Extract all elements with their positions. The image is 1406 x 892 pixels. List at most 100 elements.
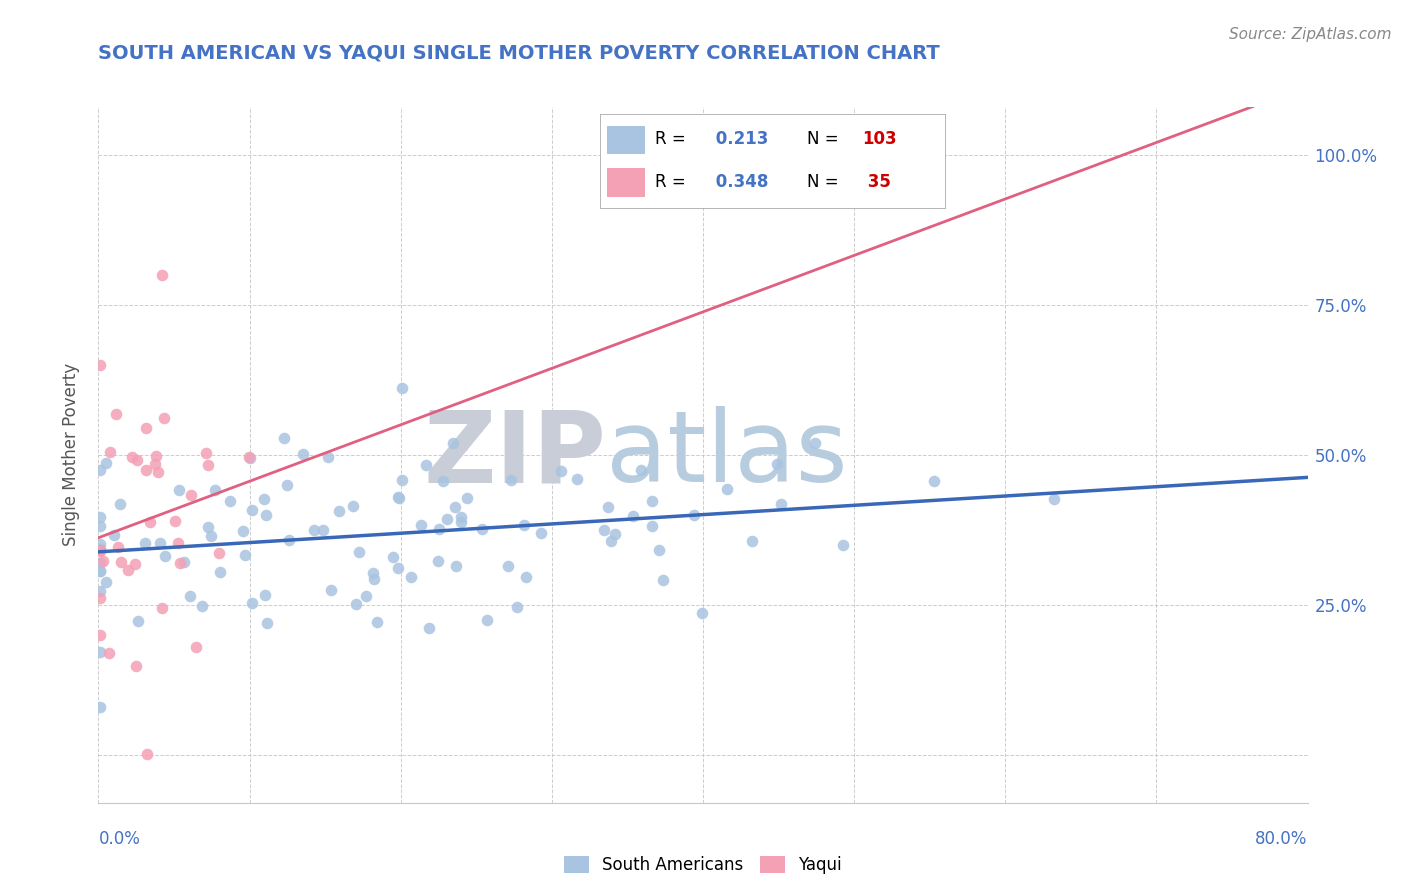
Point <box>135 463 157 477</box>
Point <box>716 482 738 496</box>
Text: R =: R = <box>655 173 692 191</box>
Point <box>194 446 217 460</box>
Point <box>173 555 195 569</box>
Point <box>692 606 714 620</box>
Point <box>347 545 370 559</box>
Point <box>391 473 413 487</box>
Point <box>342 500 364 514</box>
Point <box>235 549 257 563</box>
Point <box>208 566 231 580</box>
Point <box>922 474 945 488</box>
Point <box>470 522 492 536</box>
Point <box>240 595 263 609</box>
Point <box>186 640 208 654</box>
Text: 0.213: 0.213 <box>710 130 769 148</box>
Point <box>831 538 853 552</box>
Point <box>409 518 432 533</box>
Point <box>600 533 623 548</box>
Legend: South Americans, Yaqui: South Americans, Yaqui <box>564 856 842 874</box>
Point <box>328 504 350 518</box>
Point <box>1042 492 1064 507</box>
Point <box>146 465 169 479</box>
Point <box>89 628 111 642</box>
Text: 80.0%: 80.0% <box>1256 830 1308 847</box>
Point <box>89 591 111 605</box>
Text: 103: 103 <box>862 130 897 148</box>
Point <box>512 517 534 532</box>
Point <box>135 420 157 434</box>
Point <box>391 381 413 395</box>
Point <box>150 600 173 615</box>
Point <box>89 565 111 579</box>
Point <box>530 525 553 540</box>
Point <box>499 473 522 487</box>
Point <box>498 559 520 574</box>
Point <box>253 492 276 507</box>
Point <box>91 554 114 568</box>
Text: 0.0%: 0.0% <box>98 830 141 847</box>
Point <box>450 509 472 524</box>
Point <box>180 488 202 502</box>
Point <box>239 450 262 465</box>
Point <box>741 533 763 548</box>
Point <box>316 450 339 464</box>
Point <box>89 358 111 372</box>
Point <box>89 700 111 714</box>
Point <box>278 533 301 547</box>
Point <box>138 516 160 530</box>
Point <box>319 583 342 598</box>
Point <box>167 483 190 498</box>
Point <box>418 621 440 635</box>
Point <box>103 528 125 542</box>
Point <box>98 444 121 458</box>
Point <box>592 523 614 537</box>
Point <box>208 546 231 560</box>
Point <box>121 450 143 465</box>
Point <box>641 518 664 533</box>
Point <box>436 512 458 526</box>
Point <box>256 615 278 630</box>
Text: SOUTH AMERICAN VS YAQUI SINGLE MOTHER POVERTY CORRELATION CHART: SOUTH AMERICAN VS YAQUI SINGLE MOTHER PO… <box>98 44 941 62</box>
Point <box>204 483 226 497</box>
Point <box>444 559 467 574</box>
Point <box>153 549 176 563</box>
Point <box>191 599 214 613</box>
Point <box>89 541 111 556</box>
Point <box>683 508 706 522</box>
Point <box>125 658 148 673</box>
Point <box>104 407 127 421</box>
Point <box>456 491 478 505</box>
Point <box>179 589 201 603</box>
Point <box>89 543 111 558</box>
Point <box>89 584 111 599</box>
Point <box>149 536 172 550</box>
Point <box>361 566 384 580</box>
Point <box>94 574 117 589</box>
Point <box>426 554 449 568</box>
Point <box>621 509 644 524</box>
Point <box>254 508 277 523</box>
Point <box>110 555 132 569</box>
Point <box>108 497 131 511</box>
Point <box>89 556 111 570</box>
Point <box>218 494 240 508</box>
Point <box>134 536 156 550</box>
Point <box>276 478 298 492</box>
Point <box>107 541 129 555</box>
Point <box>565 472 588 486</box>
Point <box>145 457 167 471</box>
Text: N =: N = <box>807 130 844 148</box>
Point <box>648 542 671 557</box>
Point <box>312 524 335 538</box>
Point <box>415 458 437 472</box>
Bar <box>607 126 645 154</box>
Point <box>388 491 411 506</box>
Point <box>366 615 388 629</box>
Point <box>769 497 792 511</box>
Text: ZIP: ZIP <box>423 407 606 503</box>
Y-axis label: Single Mother Poverty: Single Mother Poverty <box>62 363 80 547</box>
Point <box>232 524 254 538</box>
Point <box>200 529 222 543</box>
Point <box>254 588 277 602</box>
Point <box>427 522 450 536</box>
